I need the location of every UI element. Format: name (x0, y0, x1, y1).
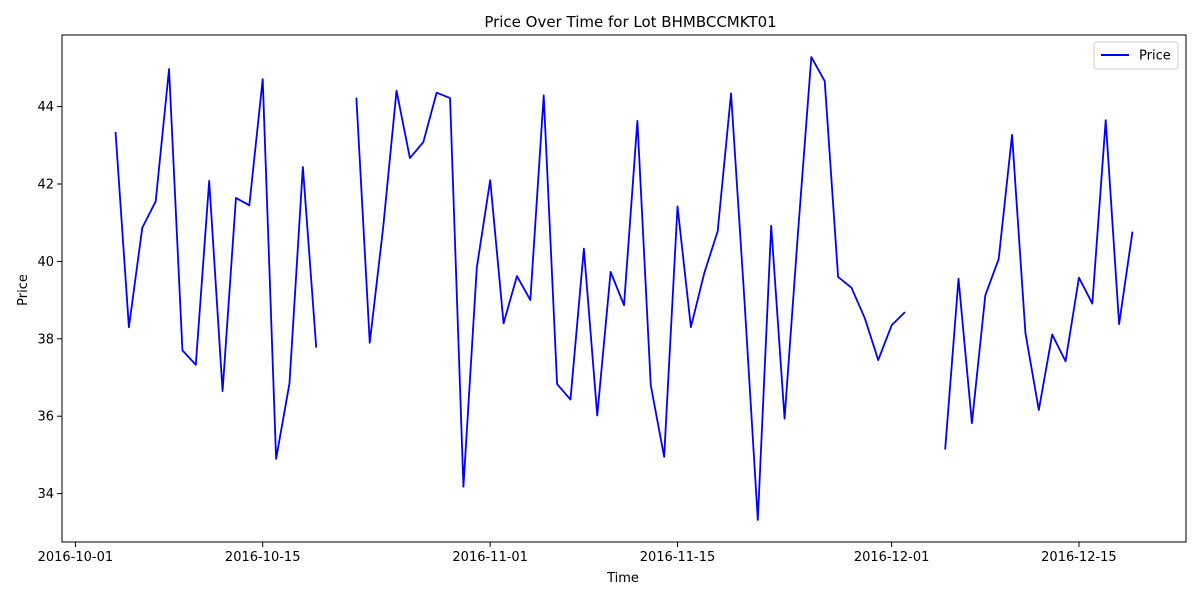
x-tick-label: 2016-12-15 (1041, 550, 1117, 565)
y-tick-label: 38 (37, 332, 54, 347)
y-axis-label: Price (16, 274, 31, 306)
y-tick-label: 44 (37, 100, 54, 115)
y-tick-label: 34 (37, 487, 54, 502)
plot-frame (61, 34, 1187, 543)
legend: Price (1093, 41, 1179, 70)
series-line-price (114, 56, 1134, 521)
y-tick-label: 36 (37, 410, 54, 425)
x-axis-label: Time (606, 571, 639, 586)
x-tick-label: 2016-11-01 (452, 550, 528, 565)
x-tick-label: 2016-10-01 (38, 550, 114, 565)
plot-area: 2016-10-01 2016-10-15 2016-11-01 2016-11-15… (37, 34, 1187, 565)
x-tick-label: 2016-10-15 (225, 550, 301, 565)
x-tick-label: 2016-11-15 (640, 550, 716, 565)
x-tick-label: 2016-12-01 (854, 550, 930, 565)
legend-box (1093, 41, 1179, 70)
chart-title: Price Over Time for Lot BHMBCCMKT01 (484, 13, 776, 31)
y-tick-label: 42 (37, 178, 54, 193)
y-tick-label: 40 (37, 255, 54, 270)
legend-entry-price: Price (1139, 49, 1171, 64)
